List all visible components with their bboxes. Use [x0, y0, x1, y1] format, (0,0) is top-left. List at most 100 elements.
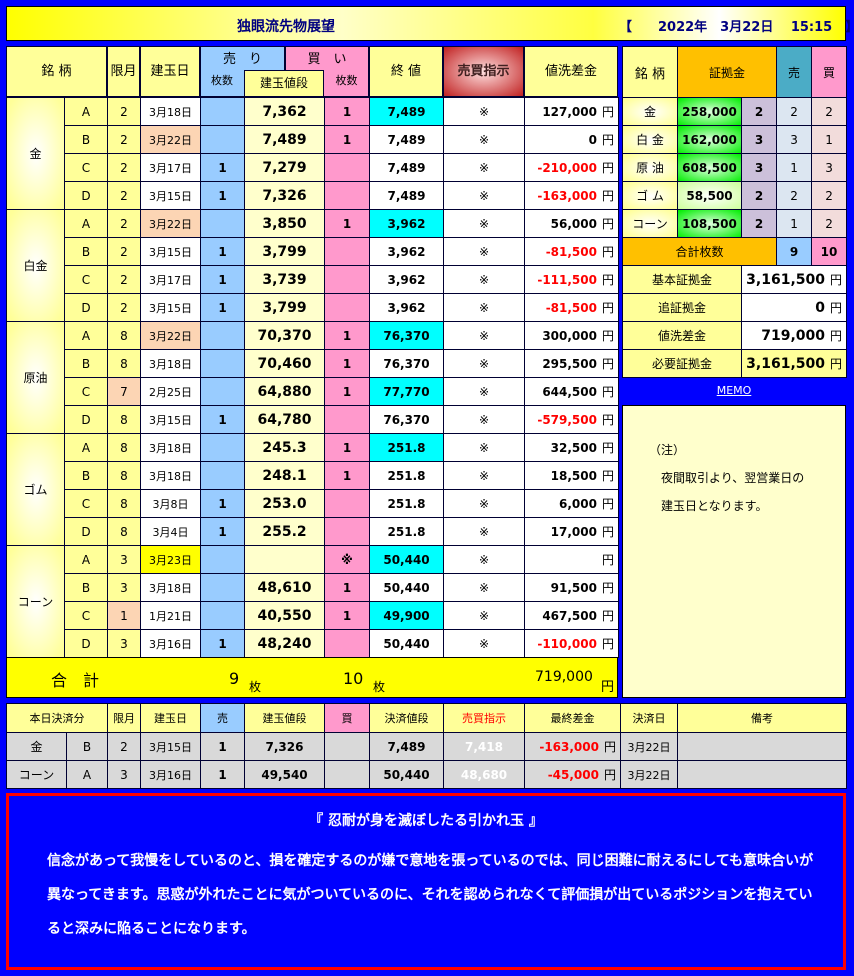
memo-line: 建玉日となります。 [649, 499, 768, 513]
message-heading: 『 忍耐が身を滅ぼしたる引かれ玉 』 [309, 813, 543, 829]
trade-instruction: ※ [443, 181, 525, 210]
buy-count: 1 [324, 573, 370, 602]
summary-label: 値洗差金 [622, 321, 742, 350]
total-diff: 719,000 [535, 669, 593, 685]
valuation-diff: -163,000 円 [524, 181, 619, 210]
sell-count [200, 573, 245, 602]
trade-instruction: ※ [443, 405, 525, 434]
position-row: コーン A 3 3月23日 ※ 50,440 ※ 円 [6, 545, 619, 658]
close-price: 3,962 [369, 265, 444, 294]
valuation-diff: 円 [524, 545, 619, 574]
settled-name: 金 [6, 732, 67, 761]
yen-unit: 円 [601, 189, 614, 203]
entry-date: 3月15日 [140, 237, 201, 266]
close-price: 251.8 [369, 461, 444, 490]
header-name: 銘 柄 [6, 46, 107, 97]
entry-date: 3月4日 [140, 517, 201, 546]
contract-letter: C [64, 489, 108, 518]
contract-letter: A [64, 321, 108, 350]
trade-instruction: ※ [443, 573, 525, 602]
sell-count [200, 97, 245, 126]
memo-line: 夜間取引より、翌営業日の [649, 471, 805, 485]
margin-commodity: 金 [622, 97, 678, 126]
entry-price [244, 545, 325, 574]
contract-letter: B [64, 349, 108, 378]
position-row: 原油 A 8 3月22日 70,370 1 76,370 ※ 300,000 円 [6, 321, 619, 434]
close-price: 76,370 [369, 349, 444, 378]
entry-date: 3月15日 [140, 293, 201, 322]
settled-date: 3月15日 [140, 732, 201, 761]
commodity-name: 金 [6, 97, 65, 210]
entry-price: 7,326 [244, 181, 325, 210]
settled-sell: 1 [200, 732, 245, 761]
settled-header: 買 [324, 703, 370, 733]
close-price: 251.8 [369, 489, 444, 518]
contract-month: 2 [107, 209, 141, 238]
settled-price: 7,326 [244, 732, 325, 761]
diff-value: -163,000 [539, 740, 599, 754]
settled-header: 本日決済分 [6, 703, 108, 733]
settled-date-close: 3月22日 [620, 732, 678, 761]
total-buy-unit: 枚 [373, 680, 386, 694]
sell-count [200, 601, 245, 630]
yen-unit: 円 [603, 740, 616, 754]
settled-header: 決済日 [620, 703, 678, 733]
yen-unit: 円 [830, 357, 843, 371]
buy-count [324, 405, 370, 434]
settled-header: 決済値段 [369, 703, 444, 733]
summary-amount: 719,000 [761, 328, 825, 344]
settled-price: 49,540 [244, 760, 325, 789]
margin-commodity: ゴ ム [622, 181, 678, 210]
entry-date: 3月17日 [140, 265, 201, 294]
entry-date: 1月21日 [140, 601, 201, 630]
trade-instruction: ※ [443, 601, 525, 630]
contract-letter: C [64, 377, 108, 406]
trade-instruction: ※ [443, 517, 525, 546]
contract-letter: D [64, 293, 108, 322]
trade-instruction: ※ [443, 237, 525, 266]
buy-count [324, 517, 370, 546]
position-row: B 3 3月18日 48,610 1 50,440 ※ 91,500 円 [7, 573, 619, 602]
contract-month: 8 [107, 349, 141, 378]
header-sell-count: 枚数 [211, 74, 233, 87]
entry-date: 3月23日 [140, 545, 201, 574]
settled-header: 売 [200, 703, 245, 733]
total-sell: 9 [229, 669, 240, 688]
memo-link[interactable]: MEMO [716, 384, 752, 397]
sell-count [200, 125, 245, 154]
sell-count: 1 [200, 181, 245, 210]
trade-instruction: ※ [443, 629, 525, 658]
trade-instruction: ※ [443, 125, 525, 154]
diff-value: -110,000 [537, 637, 597, 651]
yen-unit: 円 [601, 329, 614, 343]
sell-count: 1 [200, 629, 245, 658]
entry-price: 3,799 [244, 293, 325, 322]
sell-count: 1 [200, 153, 245, 182]
header-month: 限月 [107, 46, 140, 97]
entry-price: 7,362 [244, 97, 325, 126]
summary-value: 3,161,500 円 [740, 349, 848, 378]
margin-row: 金 258,000 2 2 2 [622, 97, 848, 126]
entry-date: 3月22日 [140, 209, 201, 238]
contract-month: 2 [107, 265, 141, 294]
margin-header-margin: 証拠金 [676, 46, 778, 98]
close-price: 7,489 [369, 125, 444, 154]
summary-label: 追証拠金 [622, 293, 742, 322]
close-price: 50,440 [369, 573, 444, 602]
valuation-diff: 127,000 円 [524, 97, 619, 126]
settled-table: 本日決済分 限月 建玉日売建玉値段買決済値段 売買指示 最終差金 決済日 備考金 B 2 3月15… [6, 703, 847, 789]
valuation-diff: 300,000 円 [524, 321, 619, 350]
contract-letter: C [64, 153, 108, 182]
margin-sell: 1 [776, 209, 813, 238]
entry-price: 245.3 [244, 433, 325, 462]
trade-instruction: ※ [443, 265, 525, 294]
commodity-name: コーン [6, 545, 65, 658]
page-title: 独眼流先物展望 [237, 19, 335, 35]
buy-count: 1 [324, 377, 370, 406]
valuation-diff: 32,500 円 [524, 433, 619, 462]
contract-letter: D [64, 629, 108, 658]
contract-letter: D [64, 405, 108, 434]
header-sell: 売 り [222, 52, 262, 67]
diff-value: 6,000 [559, 497, 597, 511]
